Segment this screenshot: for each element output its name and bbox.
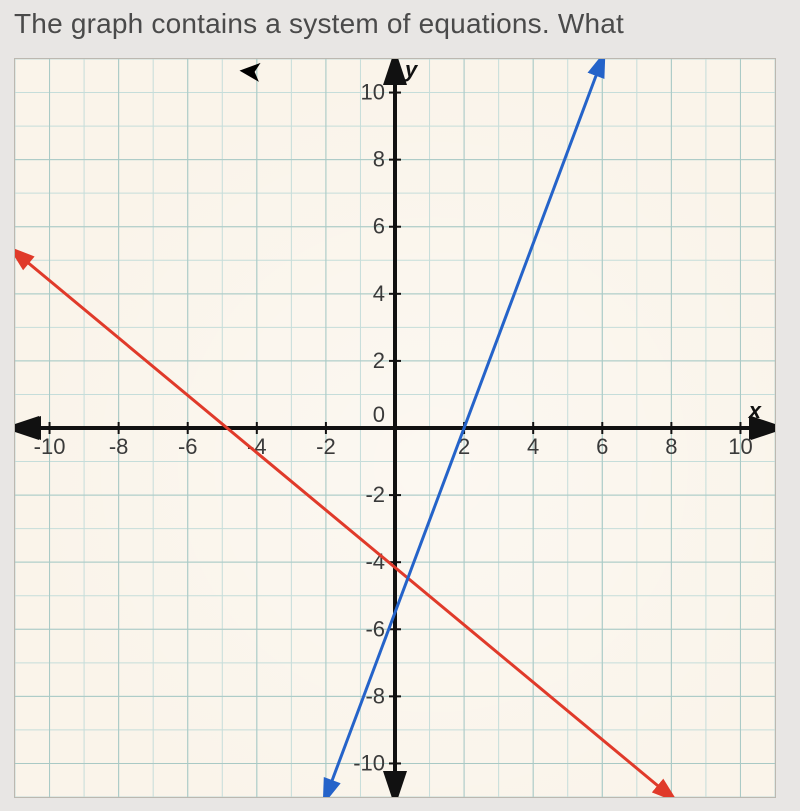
svg-text:8: 8 [373, 147, 385, 172]
svg-text:-10: -10 [353, 750, 385, 775]
svg-text:-6: -6 [365, 616, 385, 641]
svg-text:x: x [748, 398, 762, 423]
svg-text:y: y [404, 59, 419, 82]
svg-text:8: 8 [665, 434, 677, 459]
svg-text:10: 10 [361, 80, 385, 105]
svg-text:-2: -2 [316, 434, 336, 459]
svg-text:4: 4 [373, 281, 385, 306]
svg-text:4: 4 [527, 434, 539, 459]
svg-text:-8: -8 [109, 434, 129, 459]
question-text: The graph contains a system of equations… [0, 0, 800, 52]
svg-text:0: 0 [373, 402, 385, 427]
svg-text:-10: -10 [34, 434, 66, 459]
svg-text:6: 6 [373, 214, 385, 239]
graph-container: -10-8-6-4-2246810-10-8-6-4-22468100xy [14, 58, 776, 798]
svg-text:-2: -2 [365, 482, 385, 507]
mouse-cursor: ➤ [237, 53, 265, 90]
svg-text:6: 6 [596, 434, 608, 459]
svg-text:10: 10 [728, 434, 752, 459]
coordinate-plane: -10-8-6-4-2246810-10-8-6-4-22468100xy [15, 59, 775, 797]
svg-text:2: 2 [373, 348, 385, 373]
svg-text:-6: -6 [178, 434, 198, 459]
